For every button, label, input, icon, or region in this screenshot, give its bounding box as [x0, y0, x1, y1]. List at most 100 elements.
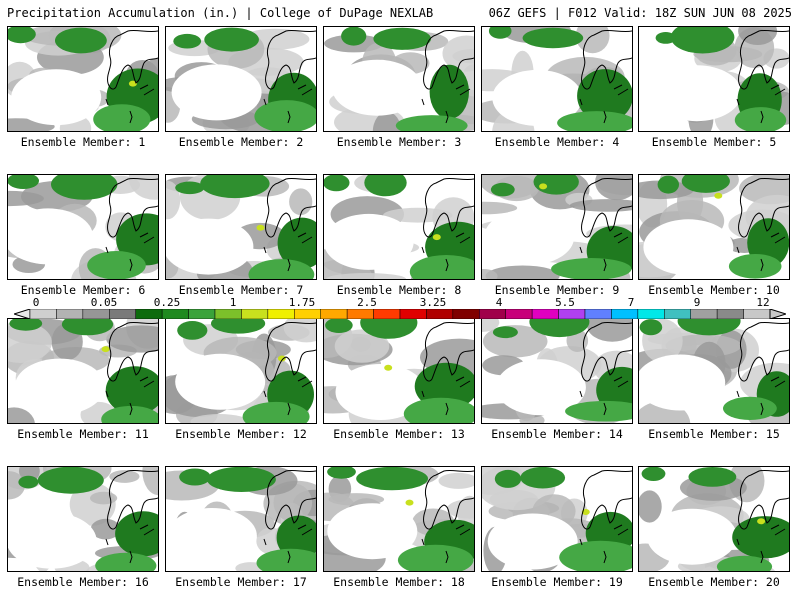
colorbar-tick: 12	[756, 296, 770, 309]
precip-contour-green	[55, 27, 107, 54]
precip-field	[8, 319, 158, 423]
great-lakes-outline	[263, 321, 316, 398]
colorbar-segment	[188, 309, 216, 319]
ensemble-member-map	[165, 466, 317, 572]
precip-contour-gray	[485, 265, 560, 279]
precip-contour-green	[559, 540, 632, 571]
precip-contour-gray	[639, 490, 662, 523]
precip-contour-green	[490, 182, 515, 197]
ensemble-member-map	[638, 26, 790, 132]
ensemble-member-map	[638, 174, 790, 280]
precip-contour-green	[639, 319, 663, 336]
colorbar-max-arrow	[769, 309, 786, 319]
precip-contour-green	[520, 467, 566, 489]
precip-maximum	[256, 224, 265, 231]
dry-area	[11, 69, 102, 126]
ensemble-member-label: Ensemble Member: 20	[648, 575, 780, 589]
great-lakes-outline	[579, 321, 632, 398]
colorbar-min-arrow	[14, 309, 31, 319]
ensemble-member-label: Ensemble Member: 10	[648, 283, 780, 297]
precip-contour-green	[577, 69, 632, 123]
precip-contour-green	[325, 319, 353, 333]
ensemble-member-label: Ensemble Member: 13	[333, 427, 465, 441]
ensemble-member-label: Ensemble Member: 12	[175, 427, 307, 441]
precip-field	[324, 27, 474, 131]
ensemble-member-label: Ensemble Member: 3	[336, 135, 462, 149]
colorbar-segment	[611, 309, 639, 319]
great-lakes-outline	[736, 177, 789, 254]
precip-contour-gray	[383, 207, 453, 223]
model-run-info: 06Z GEFS | F012 Valid: 18Z SUN JUN 08 20…	[488, 6, 792, 20]
precip-contour-gray	[90, 491, 118, 505]
coastline-segment	[603, 258, 607, 272]
precip-contour-green	[324, 175, 350, 192]
precip-contour-gray	[328, 493, 385, 506]
colorbar-segment	[426, 309, 454, 319]
ensemble-member-label: Ensemble Member: 4	[494, 135, 620, 149]
ensemble-member-map	[323, 466, 475, 572]
dry-area	[495, 359, 586, 416]
colorbar-segment	[399, 309, 427, 319]
colorbar-tick: 9	[693, 296, 701, 309]
precip-contour-gray	[283, 319, 316, 343]
great-lakes-outline	[736, 321, 789, 398]
precip-contour-green	[522, 27, 584, 49]
precip-contour-green	[492, 326, 518, 339]
precip-contour-green	[87, 251, 146, 279]
precip-contour-green	[101, 405, 158, 423]
ensemble-member-label: Ensemble Member: 14	[491, 427, 623, 441]
precip-contour-green	[677, 319, 741, 336]
colorbar-segment	[320, 309, 348, 319]
great-lakes-outline	[105, 321, 158, 398]
precip-contour-gray	[8, 321, 52, 363]
precip-contour-green	[533, 175, 579, 195]
precip-contour-gray	[109, 470, 140, 483]
ensemble-member-map	[7, 174, 159, 280]
precip-contour-green	[173, 33, 202, 49]
precip-field	[166, 319, 316, 423]
precip-contour-green	[9, 319, 43, 331]
precip-maximum	[128, 80, 137, 87]
ensemble-member-map	[323, 26, 475, 132]
coastline-segment	[287, 402, 291, 416]
precip-contour-green	[248, 259, 315, 279]
precip-field	[639, 175, 789, 279]
precip-contour-green	[204, 27, 259, 52]
precip-contour-gray	[482, 269, 498, 279]
colorbar-tick: 0.25	[153, 296, 181, 309]
precip-contour-gray	[438, 472, 474, 489]
colorbar-segment	[505, 309, 533, 319]
precip-contour-green	[276, 515, 316, 560]
precip-contour-green	[254, 100, 316, 131]
coastline-segment	[445, 258, 449, 272]
precip-contour-gray	[738, 27, 778, 45]
ensemble-member-label: Ensemble Member: 18	[333, 575, 465, 589]
precip-contour-gray	[142, 467, 158, 496]
map-title: Precipitation Accumulation (in.) | Colle…	[7, 6, 434, 20]
precip-field	[324, 467, 474, 571]
precip-contour-green	[18, 475, 39, 489]
colorbar-segment	[716, 309, 744, 319]
colorbar-segment	[29, 309, 57, 319]
precip-contour-green	[341, 27, 367, 46]
precip-contour-green	[641, 467, 666, 481]
precip-field	[8, 175, 158, 279]
colorbar-tick: 0	[32, 296, 40, 309]
colorbar-tick: 3.25	[419, 296, 447, 309]
precip-maximum	[432, 234, 441, 241]
ensemble-member-map	[7, 26, 159, 132]
precip-contour-green	[175, 181, 205, 195]
colorbar-segment	[56, 309, 84, 319]
colorbar-segment	[109, 309, 136, 319]
precip-contour-green	[657, 175, 679, 194]
precip-contour-green	[177, 321, 208, 340]
colorbar-segment	[584, 309, 612, 319]
coastline-segment	[603, 550, 607, 564]
precip-contour-green	[728, 254, 782, 279]
precip-contour-gray	[289, 188, 313, 216]
precip-contour-green	[211, 319, 266, 334]
precipitation-colorbar	[14, 309, 786, 319]
precip-maximum	[581, 509, 590, 515]
precip-maximum	[384, 364, 393, 371]
precip-contour-green	[397, 544, 474, 571]
